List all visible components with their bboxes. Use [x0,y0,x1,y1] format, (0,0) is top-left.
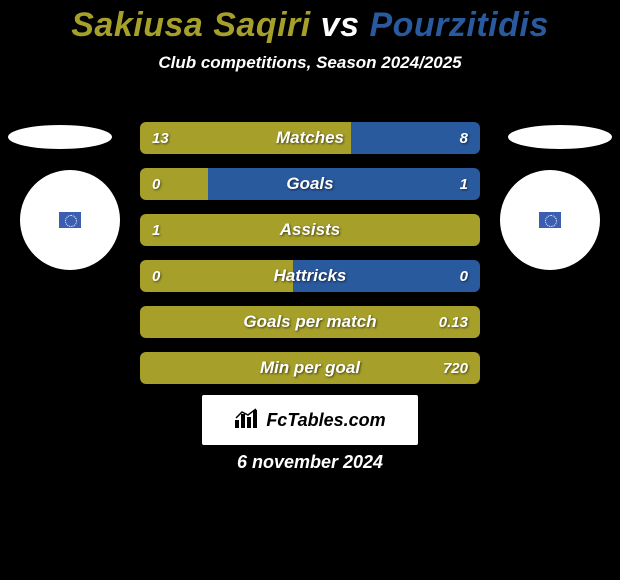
stat-value-right: 0.13 [427,306,480,338]
brand-badge: FcTables.com [202,395,418,445]
stat-value-left [140,306,164,338]
stat-value-left: 0 [140,260,172,292]
title-player1: Sakiusa Saqiri [71,6,310,44]
stat-value-left: 0 [140,168,172,200]
subtitle: Club competitions, Season 2024/2025 [0,53,620,73]
stat-value-right: 720 [431,352,480,384]
title-vs: vs [321,6,360,44]
player1-badge [20,170,120,270]
title-player2: Pourzitidis [369,6,548,44]
stat-segment-left [140,214,480,246]
stat-value-left: 1 [140,214,172,246]
player2-badge [500,170,600,270]
stat-value-left [140,352,164,384]
stat-value-left: 13 [140,122,181,154]
stat-segment-left [140,352,480,384]
stat-bars: 138Matches01Goals1Assists00Hattricks0.13… [140,122,480,398]
player2-ellipse [508,125,612,149]
player1-ellipse [8,125,112,149]
stat-value-right: 1 [448,168,480,200]
stat-row: 720Min per goal [140,352,480,384]
stat-segment-right [208,168,480,200]
flag-icon [59,212,81,228]
page-title: Sakiusa Saqiri vs Pourzitidis [0,0,620,45]
stat-value-right [456,214,480,246]
date-text: 6 november 2024 [0,452,620,473]
stat-row: 0.13Goals per match [140,306,480,338]
stat-row: 138Matches [140,122,480,154]
stat-value-right: 0 [448,260,480,292]
stat-row: 1Assists [140,214,480,246]
comparison-card: Sakiusa Saqiri vs Pourzitidis Club compe… [0,0,620,580]
stat-row: 00Hattricks [140,260,480,292]
stat-value-right: 8 [448,122,480,154]
flag-icon [539,212,561,228]
brand-bars-icon [234,408,260,433]
stat-row: 01Goals [140,168,480,200]
brand-text: FcTables.com [266,410,385,431]
